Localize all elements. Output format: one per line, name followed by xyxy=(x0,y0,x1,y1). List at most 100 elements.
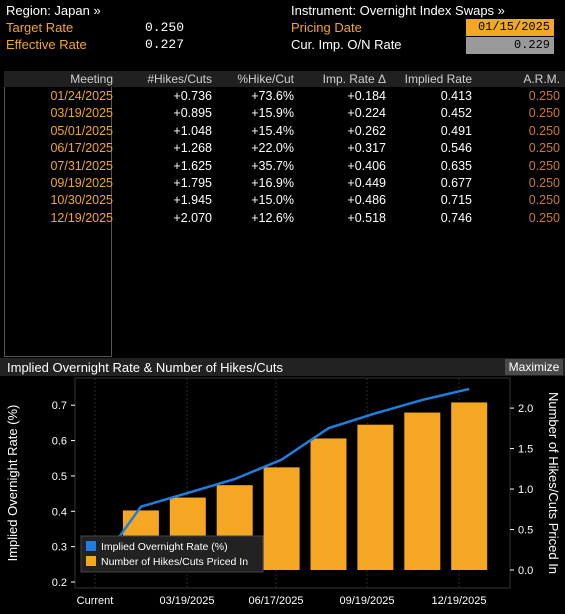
implied-rate-value: 0.413 xyxy=(440,89,472,103)
bar xyxy=(451,402,488,570)
x-tick-label: 09/19/2025 xyxy=(339,595,394,607)
col-hikes[interactable]: #Hikes/Cuts xyxy=(147,72,212,86)
pct-value: +15.9% xyxy=(251,106,294,121)
delta-value: +0.262 xyxy=(347,123,386,138)
left-tick-label: 0.4 xyxy=(52,506,67,518)
implied-rate-chart: 0.2 0.3 0.4 0.5 0.6 0.7 0.0 0.5 1.0 1.5 2.0 Current… xyxy=(5,377,561,607)
table-row[interactable]: 09/19/2025 +1.795 +16.9% +0.449 0.677 0.250 xyxy=(4,176,565,193)
implied-rate-line xyxy=(92,387,470,573)
arm-value: 0.250 xyxy=(528,123,560,138)
arm-value: 0.250 xyxy=(528,106,560,121)
delta-value: +0.224 xyxy=(347,106,386,121)
meetings-table: Meeting #Hikes/Cuts %Hike/Cut Imp. Rate … xyxy=(4,71,565,357)
implied-rate-value: 0.452 xyxy=(440,106,472,121)
col-delta[interactable]: Imp. Rate Δ xyxy=(322,72,386,86)
implied-rate-value: 0.546 xyxy=(440,141,472,156)
table-row[interactable]: 01/24/2025 +0.736 +73.6% +0.184 0.413 0.250 xyxy=(4,89,565,106)
arm-value: 0.250 xyxy=(528,193,560,208)
x-tick-label: 06/17/2025 xyxy=(248,595,303,607)
left-tick-label: 0.6 xyxy=(52,436,67,448)
x-tick-label: 12/19/2025 xyxy=(431,595,486,607)
right-tick-label: 0.5 xyxy=(518,525,533,537)
chart-title-bar: Implied Overnight Rate & Number of Hikes… xyxy=(0,358,565,376)
arm-value: 0.250 xyxy=(528,210,560,225)
implied-rate-value: 0.677 xyxy=(440,176,472,190)
meeting-column-frame xyxy=(4,71,112,357)
left-tick-label: 0.5 xyxy=(52,471,67,483)
delta-value: +0.184 xyxy=(347,89,386,103)
meeting-date: 10/30/2025 xyxy=(50,193,113,208)
pct-value: +12.6% xyxy=(251,210,294,225)
hikes-value: +1.268 xyxy=(173,141,212,156)
meeting-date: 12/19/2025 xyxy=(50,210,113,225)
header-panel: Region: Japan » Instrument: Overnight In… xyxy=(0,0,565,56)
table-row[interactable]: 10/30/2025 +1.945 +15.0% +0.486 0.715 0.250 xyxy=(4,193,565,210)
x-tick-label: 03/19/2025 xyxy=(159,595,214,607)
arm-value: 0.250 xyxy=(528,176,560,190)
bar xyxy=(263,467,300,570)
left-tick-label: 0.2 xyxy=(52,577,67,589)
target-rate-label: Target Rate xyxy=(6,20,74,35)
pct-value: +15.4% xyxy=(251,123,294,138)
legend-line-swatch xyxy=(86,541,96,551)
chart-title: Implied Overnight Rate & Number of Hikes… xyxy=(7,360,283,375)
bar xyxy=(357,424,394,570)
table-row[interactable]: 12/19/2025 +2.070 +12.6% +0.518 0.746 0.250 xyxy=(4,211,565,228)
delta-value: +0.317 xyxy=(347,141,386,156)
delta-value: +0.486 xyxy=(347,193,386,208)
table-row[interactable]: 07/31/2025 +1.625 +35.7% +0.406 0.635 0.250 xyxy=(4,159,565,176)
left-tick-label: 0.7 xyxy=(52,400,67,412)
delta-value: +0.406 xyxy=(347,158,386,173)
plot-frame xyxy=(74,377,511,589)
arm-value: 0.250 xyxy=(528,141,560,156)
instrument-selector[interactable]: Instrument: Overnight Index Swaps » xyxy=(291,3,505,18)
maximize-button[interactable]: Maximize xyxy=(505,359,563,375)
region-selector[interactable]: Region: Japan » xyxy=(6,3,101,18)
col-pct[interactable]: %Hike/Cut xyxy=(237,72,294,86)
hikes-value: +0.736 xyxy=(173,89,212,103)
cur-imp-rate-label: Cur. Imp. O/N Rate xyxy=(291,37,402,52)
meeting-date: 03/19/2025 xyxy=(50,106,113,121)
hikes-value: +1.945 xyxy=(173,193,212,208)
meeting-date: 07/31/2025 xyxy=(50,158,113,173)
x-tick-label: Current xyxy=(77,595,114,607)
cur-imp-rate-value: 0.229 xyxy=(466,37,554,54)
hikes-value: +1.625 xyxy=(173,158,212,173)
meeting-date: 06/17/2025 xyxy=(50,141,113,156)
legend-bar-label: Number of Hikes/Cuts Priced In xyxy=(101,556,248,568)
arm-value: 0.250 xyxy=(528,158,560,173)
right-axis-title: Number of Hikes/Cuts Priced In xyxy=(546,392,561,574)
bar xyxy=(310,438,347,570)
table-row[interactable]: 05/01/2025 +1.048 +15.4% +0.262 0.491 0.250 xyxy=(4,124,565,141)
col-arm[interactable]: A.R.M. xyxy=(523,72,560,86)
pct-value: +35.7% xyxy=(251,158,294,173)
right-tick-label: 1.0 xyxy=(518,484,533,496)
left-tick-label: 0.3 xyxy=(52,542,67,554)
pricing-date-label: Pricing Date xyxy=(291,20,362,35)
delta-value: +0.518 xyxy=(347,210,386,225)
implied-rate-value: 0.746 xyxy=(440,210,472,225)
arm-value: 0.250 xyxy=(528,89,560,103)
right-tick-label: 0.0 xyxy=(518,565,533,577)
legend-line-label: Implied Overnight Rate (%) xyxy=(101,541,228,553)
table-header: Meeting #Hikes/Cuts %Hike/Cut Imp. Rate … xyxy=(4,71,565,87)
implied-rate-value: 0.715 xyxy=(440,193,472,208)
table-row[interactable]: 03/19/2025 +0.895 +15.9% +0.224 0.452 0.250 xyxy=(4,106,565,123)
legend-bar-swatch xyxy=(86,556,96,566)
pct-value: +16.9% xyxy=(251,176,294,190)
effective-rate-label: Effective Rate xyxy=(6,37,87,52)
meeting-date: 09/19/2025 xyxy=(50,176,113,190)
hikes-value: +1.048 xyxy=(173,123,212,138)
hikes-value: +0.895 xyxy=(173,106,212,121)
left-axis-title: Implied Overnight Rate (%) xyxy=(5,405,20,562)
table-row[interactable]: 06/17/2025 +1.268 +22.0% +0.317 0.546 0.250 xyxy=(4,141,565,158)
bar xyxy=(404,412,441,570)
col-implied[interactable]: Implied Rate xyxy=(404,72,472,86)
pct-value: +22.0% xyxy=(251,141,294,156)
col-meeting[interactable]: Meeting xyxy=(70,72,113,86)
target-rate-value: 0.250 xyxy=(145,20,185,35)
pricing-date-input[interactable]: 01/15/2025 xyxy=(466,19,554,36)
implied-rate-value: 0.635 xyxy=(440,158,472,173)
hikes-value: +2.070 xyxy=(173,210,212,225)
meeting-date: 05/01/2025 xyxy=(50,123,113,138)
